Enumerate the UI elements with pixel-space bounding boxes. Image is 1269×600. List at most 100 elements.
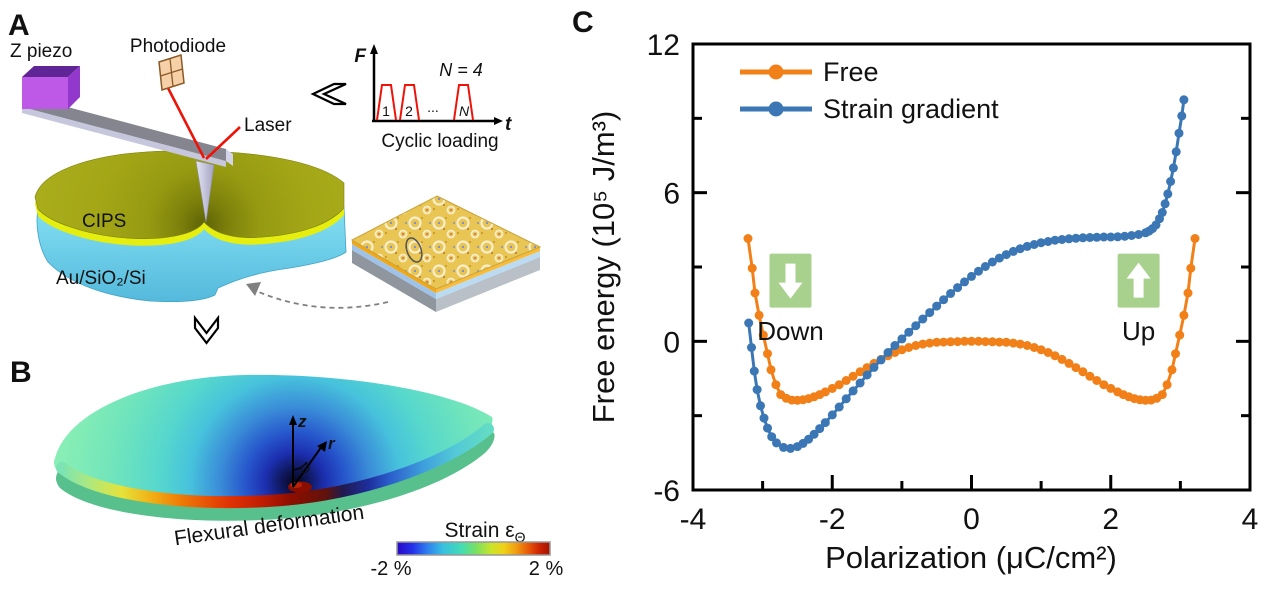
n-equals-label: N = 4: [439, 60, 483, 80]
data-point: [918, 339, 928, 349]
data-point: [758, 330, 768, 340]
pulse-2-label: 2: [405, 103, 413, 119]
cyclic-loading-caption: Cyclic loading: [381, 131, 498, 152]
load-pulse-1: [376, 84, 397, 121]
crystal-base-left: [352, 250, 436, 312]
data-point: [1160, 199, 1170, 209]
data-point: [1029, 240, 1039, 249]
data-point: [953, 337, 963, 347]
data-point: [1175, 330, 1185, 340]
chevron-down-icon: [193, 314, 220, 345]
t-axis-label: t: [505, 114, 512, 135]
panel-c-label: C: [572, 6, 594, 39]
data-point: [1071, 233, 1081, 243]
pulse-ellipsis: ...: [427, 99, 439, 115]
z-piezo-label: Z piezo: [10, 41, 72, 62]
data-point: [1022, 241, 1032, 251]
cips-top-surface: [34, 150, 345, 239]
y-axis-title: Free energy (10⁵ J/m³): [586, 111, 621, 424]
data-point: [786, 443, 795, 453]
pulse-1-label: 1: [382, 103, 390, 119]
data-point: [1064, 234, 1074, 244]
data-point: [1106, 232, 1116, 242]
data-point: [1008, 246, 1018, 256]
data-point: [925, 338, 935, 348]
data-point: [994, 253, 1004, 263]
data-point: [953, 283, 963, 293]
colorbar-title: Strain εΘ: [445, 519, 526, 545]
photodiode-group: Photodiode Laser: [130, 36, 292, 160]
data-point: [855, 367, 865, 377]
x-axis-title: Polarization (μC/cm²): [825, 540, 1117, 575]
data-point: [1078, 367, 1088, 377]
data-point: [904, 327, 914, 337]
data-point: [1015, 244, 1025, 254]
data-point: [876, 355, 886, 365]
crystal-inset: [246, 195, 542, 312]
data-point: [827, 410, 837, 420]
data-point: [862, 363, 872, 373]
data-point: [747, 343, 756, 352]
data-point: [1085, 233, 1095, 242]
data-point: [967, 336, 976, 346]
colorbar-gradient: [396, 541, 551, 556]
deformed-disc: z r Θ: [54, 374, 495, 521]
photodiode-divider-h: [160, 68, 183, 77]
z-piezo-cube-side: [68, 66, 80, 109]
pulse-n-label: N: [459, 103, 470, 119]
data-point: [744, 318, 754, 328]
y-tick-label: 12: [647, 29, 680, 62]
data-point: [932, 301, 942, 311]
data-point: [1179, 310, 1189, 320]
data-point: [987, 337, 997, 347]
data-point: [1036, 238, 1046, 248]
data-point: [939, 337, 949, 347]
up-arrow-icon: [1126, 262, 1151, 298]
series-strain-gradient: [744, 95, 1189, 453]
plot-frame: [691, 42, 1252, 492]
chevron-left-icon: [310, 82, 347, 106]
legend-marker: [768, 64, 784, 80]
data-point: [890, 348, 900, 357]
data-point: [974, 336, 983, 346]
data-point: [1179, 95, 1189, 105]
data-point: [1167, 365, 1177, 375]
x-tick-label: -4: [680, 503, 707, 536]
crystal-lattice-top: [350, 195, 542, 290]
data-point: [1190, 234, 1200, 243]
data-point: [1092, 376, 1102, 385]
data-point: [809, 429, 819, 439]
f-axis-label: F: [354, 46, 367, 67]
data-point: [1171, 349, 1180, 359]
z-axis-label: z: [297, 412, 307, 431]
data-point: [1174, 128, 1184, 138]
data-point: [767, 432, 777, 442]
data-point: [841, 394, 851, 404]
strain-edge-band: [56, 423, 494, 509]
afm-cantilever: Z piezo: [10, 41, 233, 223]
x-tick-label: 4: [1242, 503, 1259, 536]
data-point: [820, 387, 830, 397]
data-point: [1099, 380, 1109, 390]
data-point: [1166, 177, 1176, 186]
data-point: [925, 308, 935, 318]
data-point: [939, 295, 949, 305]
data-point: [974, 266, 983, 276]
data-point: [1015, 339, 1025, 349]
crystal-gold-left: [352, 240, 436, 293]
data-point: [1113, 232, 1123, 242]
data-point: [1043, 237, 1053, 246]
data-point: [1050, 351, 1060, 361]
crystal-sio2-right: [436, 251, 540, 299]
strain-colorbar: Strain εΘ -2 % 2 %: [370, 519, 563, 580]
data-point: [756, 401, 765, 411]
r-axis-line: [292, 445, 323, 488]
data-point: [779, 442, 788, 452]
data-point: [897, 345, 907, 355]
data-point: [1043, 348, 1053, 357]
load-pulse-n: [453, 84, 474, 121]
data-point: [763, 349, 772, 359]
data-point: [967, 271, 976, 281]
data-point: [1064, 358, 1074, 368]
